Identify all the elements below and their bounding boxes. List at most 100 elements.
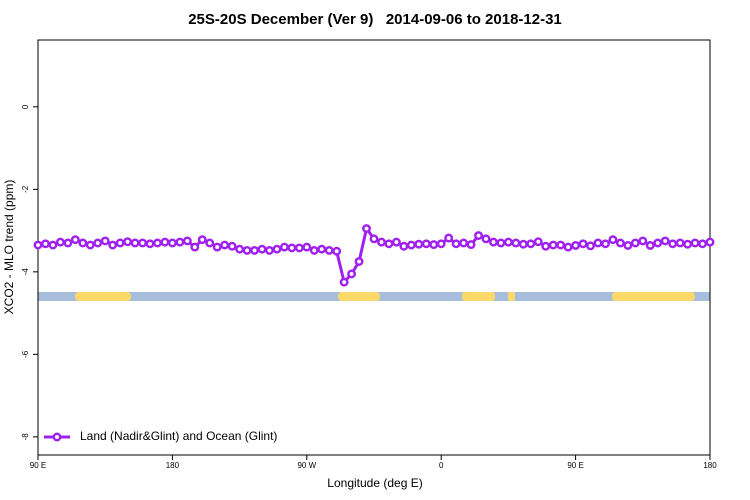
- data-point: [511, 238, 521, 248]
- data-point: [675, 238, 685, 248]
- data-point: [601, 239, 610, 249]
- data-point: [503, 237, 513, 247]
- data-point: [705, 237, 715, 247]
- legend-marker: [52, 432, 62, 442]
- data-point: [160, 237, 170, 247]
- data-point: [369, 234, 379, 244]
- data-point: [145, 239, 155, 249]
- data-point: [421, 239, 431, 249]
- x-tick-label: 180: [166, 461, 180, 470]
- data-point: [123, 237, 133, 247]
- data-point: [608, 235, 618, 245]
- data-point: [563, 242, 573, 252]
- y-tick-label: 0: [21, 104, 30, 109]
- data-point: [474, 231, 483, 240]
- data-point: [138, 238, 147, 248]
- data-point: [362, 224, 371, 233]
- data-point: [197, 235, 207, 245]
- data-point: [220, 240, 230, 250]
- data-point: [556, 240, 566, 250]
- data-point: [332, 246, 342, 256]
- data-point: [459, 238, 469, 248]
- data-point: [466, 240, 476, 250]
- data-point: [653, 238, 663, 248]
- data-point: [429, 240, 439, 250]
- data-point: [630, 238, 640, 248]
- data-point: [309, 245, 319, 255]
- data-point: [668, 239, 678, 249]
- data-point: [414, 239, 424, 249]
- land-patch: [75, 292, 131, 301]
- data-point: [63, 238, 73, 248]
- data-point: [489, 237, 498, 247]
- data-point: [250, 245, 259, 255]
- land-patch: [338, 292, 380, 301]
- data-point: [645, 240, 655, 250]
- data-point: [548, 240, 558, 250]
- data-point: [391, 237, 401, 247]
- data-point: [354, 257, 364, 266]
- data-point: [698, 239, 707, 249]
- data-point: [175, 237, 185, 247]
- data-point: [660, 236, 670, 246]
- data-point: [347, 269, 357, 279]
- data-point: [48, 240, 58, 250]
- data-point: [377, 237, 386, 247]
- x-axis-label: Longitude (deg E): [327, 476, 422, 490]
- data-point: [571, 240, 581, 250]
- y-axis-label: XCO2 - MLO trend (ppm): [2, 180, 16, 315]
- data-point: [115, 238, 125, 248]
- data-point: [33, 240, 43, 250]
- data-point: [257, 244, 267, 254]
- surface-strip: [38, 292, 710, 301]
- data-point: [533, 237, 543, 247]
- data-point: [518, 239, 528, 249]
- data-point: [100, 236, 110, 246]
- data-point: [167, 238, 177, 248]
- data-point: [227, 241, 237, 251]
- data-point: [272, 244, 282, 254]
- data-point: [294, 243, 304, 253]
- x-tick-label: 90 E: [30, 461, 46, 470]
- data-point: [578, 239, 588, 249]
- x-tick-label: 180: [703, 461, 717, 470]
- legend-label: Land (Nadir&Glint) and Ocean (Glint): [80, 429, 277, 443]
- data-point: [406, 240, 416, 250]
- data-point: [586, 241, 595, 251]
- data-point: [317, 244, 327, 254]
- data-point: [593, 238, 603, 248]
- data-point: [130, 238, 140, 248]
- y-tick-label: -8: [21, 433, 30, 441]
- data-point: [70, 235, 80, 245]
- data-point: [153, 238, 162, 248]
- data-point: [93, 238, 103, 248]
- data-point: [265, 245, 274, 255]
- data-point: [541, 241, 551, 251]
- data-point: [85, 240, 95, 250]
- data-point: [399, 241, 409, 251]
- data-point: [279, 242, 289, 252]
- data-point: [205, 238, 215, 248]
- data-point: [324, 245, 334, 255]
- data-point: [451, 239, 461, 249]
- land-patch: [462, 292, 495, 301]
- data-point: [78, 238, 88, 248]
- y-tick-label: -2: [21, 185, 30, 193]
- land-patch: [508, 292, 515, 301]
- data-point: [302, 242, 312, 252]
- data-point: [55, 237, 65, 247]
- data-point: [212, 242, 222, 252]
- data-point: [242, 245, 252, 255]
- data-point: [623, 240, 633, 250]
- data-point: [235, 244, 245, 254]
- data-point: [615, 238, 625, 248]
- chart-title: 25S-20S December (Ver 9) 2014-09-06 to 2…: [188, 11, 562, 28]
- data-point: [108, 240, 118, 250]
- data-point: [384, 239, 394, 249]
- data-point: [339, 277, 349, 287]
- data-point: [182, 236, 192, 246]
- data-point: [41, 239, 50, 249]
- x-tick-label: 90 W: [297, 461, 316, 470]
- data-point: [190, 242, 200, 252]
- data-point: [436, 239, 446, 249]
